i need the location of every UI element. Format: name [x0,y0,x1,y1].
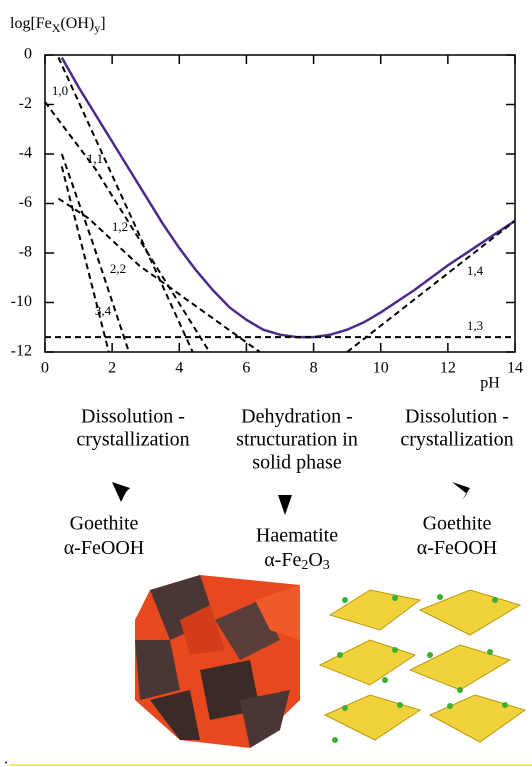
y-tick-label: -12 [11,343,32,360]
x-tick-label: 0 [41,360,49,377]
x-tick-label: 4 [175,360,183,377]
species-line [57,197,261,353]
formula-part: α-FeOOH [417,537,497,559]
species-label: 1,3 [467,318,483,333]
product-formula: α-FeOOH [64,537,144,559]
process-step: structuration in [236,429,358,451]
y-tick-label: -2 [19,95,32,112]
species-label: 1,1 [87,151,103,166]
product-name: Goethite [423,513,492,535]
y-tick-label: -6 [19,194,32,211]
species-line [60,166,110,353]
formula-part: 2 [301,558,308,573]
goethite-structure [318,589,527,743]
y-axis-label-part: log[Fe [10,15,52,32]
process-step: Dehydration - [241,406,353,428]
footnote: . [4,751,8,767]
formula-part: 3 [323,558,330,573]
x-tick-label: 14 [507,360,523,377]
product-name: Haematite [256,525,338,547]
process-step: Dissolution - [81,406,185,428]
process-step: crystallization [400,429,513,451]
formula-part: O [308,549,322,571]
x-tick-label: 8 [310,360,318,377]
species-label: 2,2 [110,261,126,276]
species-line [346,220,516,353]
y-axis-label: log[FeX(OH)y] [10,15,106,35]
y-tick-label: -10 [11,293,32,310]
formula-part: α-FeOOH [64,537,144,559]
y-tick-label: -8 [19,244,32,261]
species-line [60,153,130,353]
process-step: solid phase [252,452,342,474]
y-axis-label-part: ] [100,15,105,32]
species-label: 1,0 [52,83,68,98]
y-axis-label-part: y [94,21,100,35]
solubility-curve [60,56,516,339]
x-tick-label: 12 [440,360,456,377]
species-label: 1,4 [467,263,484,278]
haematite-structure [135,575,300,748]
x-tick-label: 6 [242,360,250,377]
x-axis-label: pH [480,375,500,392]
species-line [44,101,211,353]
y-tick-label: -4 [19,145,32,162]
species-line [57,57,194,353]
plot-frame [44,54,516,353]
process-step: crystallization [76,429,189,451]
species-label: 3,4 [95,303,112,318]
formula-part: α-Fe [264,549,301,571]
arrows [112,482,470,515]
product-formula: α-FeOOH [417,537,497,559]
product-name: Goethite [70,513,139,535]
y-axis-label-part: X [52,21,61,35]
product-formula: α-Fe2O3 [264,549,330,574]
species-label: 1,2 [112,219,128,234]
y-tick-label: 0 [24,46,32,63]
process-step: Dissolution - [405,406,509,428]
y-axis-label-part: (OH) [60,15,94,32]
x-tick-label: 2 [108,360,116,377]
x-tick-label: 10 [373,360,389,377]
